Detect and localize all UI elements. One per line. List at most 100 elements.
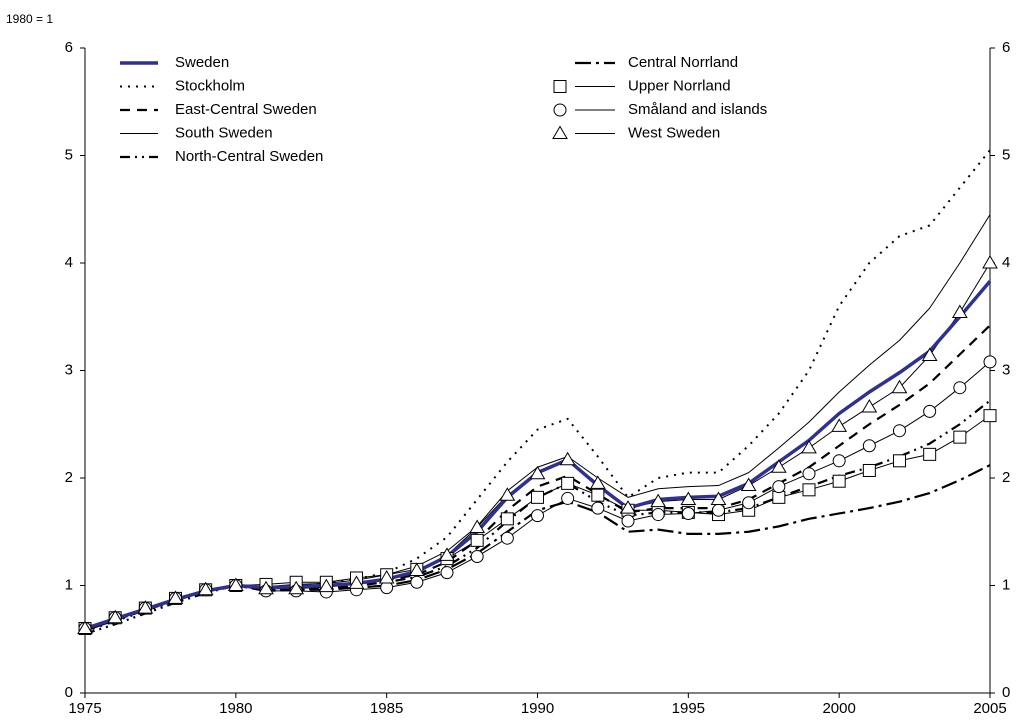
data-marker — [288, 580, 305, 595]
data-marker — [772, 480, 786, 494]
legend-label: Sweden — [175, 54, 229, 71]
data-marker — [378, 569, 395, 584]
data-marker — [620, 500, 636, 514]
x-tick-label: 1990 — [521, 700, 554, 717]
data-marker — [772, 490, 786, 504]
data-marker — [561, 476, 575, 490]
data-marker — [862, 463, 876, 477]
data-marker — [923, 447, 937, 461]
data-marker — [408, 562, 425, 576]
data-marker — [712, 503, 725, 517]
data-marker — [348, 575, 365, 589]
x-tick-label: 1985 — [370, 700, 403, 717]
legend-marker — [553, 80, 567, 93]
data-marker — [982, 255, 998, 269]
legend-label: East-Central Sweden — [175, 101, 317, 118]
data-marker — [227, 577, 244, 591]
data-marker — [410, 575, 424, 589]
data-marker — [893, 454, 906, 468]
data-marker — [589, 475, 606, 489]
y-tick-label: 0 — [65, 684, 73, 701]
data-marker — [167, 590, 184, 604]
legend-label: Stockholm — [175, 77, 245, 94]
legend-label: North-Central Sweden — [175, 148, 323, 165]
data-marker — [318, 578, 335, 593]
data-marker — [591, 488, 605, 502]
y2-tick-label: 1 — [1002, 576, 1010, 593]
y2-tick-label: 5 — [1002, 146, 1010, 163]
y2-tick-label: 4 — [1002, 254, 1010, 271]
y-tick-label: 4 — [65, 254, 73, 271]
y-tick-label: 1 — [65, 576, 73, 593]
data-marker — [891, 379, 908, 394]
data-marker — [529, 465, 546, 480]
data-marker — [650, 493, 667, 508]
data-marker — [651, 508, 665, 522]
data-marker — [953, 381, 967, 395]
data-marker — [621, 514, 635, 528]
data-marker — [951, 304, 968, 318]
x-tick-label: 1975 — [68, 700, 101, 717]
legend-label: Småland and islands — [628, 101, 767, 118]
data-marker — [893, 424, 906, 438]
data-marker — [983, 409, 997, 423]
data-marker — [137, 600, 154, 614]
data-marker — [561, 491, 575, 505]
legend-label: Central Norrland — [628, 54, 738, 71]
data-marker — [107, 609, 124, 624]
data-marker — [862, 439, 876, 453]
y-axis-label: 1980 = 1 — [6, 12, 53, 26]
x-tick-label: 2000 — [822, 700, 855, 717]
y-tick-label: 2 — [65, 469, 73, 486]
data-marker — [832, 454, 846, 468]
legend-label: South Sweden — [175, 124, 273, 141]
data-marker — [801, 439, 817, 454]
x-tick-label: 1980 — [219, 700, 252, 717]
data-marker — [559, 451, 576, 466]
data-marker — [470, 549, 484, 563]
data-marker — [440, 566, 454, 580]
legend-label: Upper Norrland — [628, 77, 731, 94]
data-marker — [802, 483, 816, 497]
legend-label: West Sweden — [628, 124, 720, 141]
data-marker — [531, 490, 544, 504]
data-marker — [832, 474, 846, 488]
y-tick-label: 5 — [65, 146, 73, 163]
data-marker — [710, 491, 727, 505]
data-marker — [531, 509, 544, 523]
data-marker — [740, 477, 757, 492]
data-marker — [591, 501, 605, 515]
series-line — [84, 149, 991, 633]
data-marker — [499, 487, 516, 501]
x-tick-label: 1995 — [672, 700, 705, 717]
data-marker — [861, 399, 878, 413]
data-marker — [802, 467, 816, 481]
y-tick-label: 3 — [65, 361, 73, 378]
y-tick-label: 6 — [65, 39, 73, 56]
data-marker — [258, 580, 274, 595]
data-marker — [77, 620, 93, 634]
data-marker — [197, 581, 214, 596]
data-marker — [681, 506, 695, 520]
legend-marker — [552, 125, 568, 139]
data-marker — [953, 430, 967, 444]
y2-tick-label: 6 — [1002, 39, 1010, 56]
x-tick-label: 2005 — [973, 700, 1006, 717]
data-marker — [680, 491, 697, 505]
data-marker — [500, 531, 514, 545]
y2-tick-label: 0 — [1002, 684, 1010, 701]
data-marker — [921, 347, 938, 361]
data-marker — [469, 519, 486, 533]
data-marker — [500, 512, 514, 526]
data-marker — [770, 459, 787, 473]
y2-tick-label: 2 — [1002, 469, 1010, 486]
data-marker — [439, 547, 455, 561]
data-marker — [923, 404, 937, 418]
data-marker — [983, 355, 997, 369]
data-marker — [742, 496, 756, 510]
data-marker — [470, 533, 484, 547]
legend-marker — [553, 103, 567, 117]
y2-tick-label: 3 — [1002, 361, 1010, 378]
